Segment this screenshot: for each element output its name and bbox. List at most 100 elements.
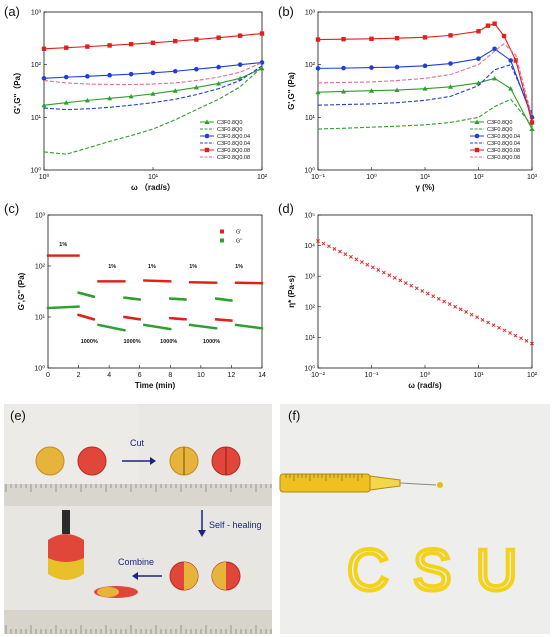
data-point-a-4 bbox=[237, 33, 243, 38]
data-point-c-0-0 bbox=[53, 254, 56, 257]
data-point-a-0 bbox=[259, 65, 265, 71]
data-point-c-1-6 bbox=[209, 326, 212, 329]
disc-red bbox=[77, 446, 107, 476]
data-point-c-0-2 bbox=[119, 280, 122, 283]
data-point-b-2 bbox=[341, 65, 346, 71]
data-point-c-0-6 bbox=[194, 281, 197, 284]
data-point-c-1-4 bbox=[163, 326, 166, 330]
data-point-a-0 bbox=[128, 93, 134, 99]
data-point-c-1-8 bbox=[258, 326, 262, 330]
data-point-d-16 bbox=[403, 281, 408, 285]
data-point-c-1-4 bbox=[161, 326, 165, 330]
data-point-a-0 bbox=[150, 91, 156, 96]
data-point-c-1-6 bbox=[211, 326, 214, 330]
photo-f: CSU (f) bbox=[279, 404, 550, 634]
data-point-a-2 bbox=[63, 74, 69, 80]
x-axis-label-c: Time (min) bbox=[135, 381, 176, 390]
data-point-c-1-0 bbox=[77, 305, 80, 308]
data-point-d-38 bbox=[524, 338, 529, 343]
data-point-d-1 bbox=[321, 241, 326, 246]
y-axis-label-a: G',G''（Pa） bbox=[12, 68, 22, 114]
flat-gel-yellow bbox=[97, 587, 119, 597]
data-point-c-0-6 bbox=[207, 281, 210, 284]
data-point-c-0-6 bbox=[213, 281, 216, 284]
data-point-c-1-5 bbox=[184, 298, 187, 301]
photo-e-quadrant-tl bbox=[4, 404, 138, 484]
data-point-d-19 bbox=[420, 289, 425, 293]
y-tick-label-d: 10⁵ bbox=[304, 213, 315, 220]
data-point-c-1-0 bbox=[53, 306, 56, 309]
x-axis-label-d: ω (rad/s) bbox=[408, 381, 442, 390]
data-point-a-4 bbox=[107, 43, 112, 48]
strain-label-3: 1000% bbox=[124, 339, 141, 345]
y-tick-label-b: 10³ bbox=[305, 10, 316, 17]
data-point-c-0-8 bbox=[257, 281, 260, 285]
data-point-b-0 bbox=[448, 84, 454, 89]
data-point-d-4 bbox=[338, 249, 342, 254]
y-axis-label-c: G',G'' (Pa) bbox=[17, 272, 26, 310]
ruler-ticks bbox=[5, 484, 272, 634]
series-line-b-0 bbox=[317, 77, 533, 130]
photo-f-background bbox=[280, 404, 550, 634]
legend-entry-b-5: C3F0.8Q0.08 bbox=[487, 155, 520, 161]
self-healing-arrow-head bbox=[198, 530, 206, 537]
data-point-c-0-4 bbox=[154, 279, 157, 283]
data-point-c-0-8 bbox=[255, 281, 258, 285]
data-point-d-28 bbox=[469, 312, 474, 317]
data-point-b-4 bbox=[422, 35, 428, 40]
data-point-c-0-7 bbox=[230, 319, 233, 322]
data-point-c-1-2 bbox=[100, 324, 104, 327]
data-point-d-23 bbox=[442, 299, 447, 304]
data-point-c-0-2 bbox=[102, 280, 106, 283]
legend-entry-b-1: C3F0.8Q0 bbox=[487, 127, 512, 133]
data-point-c-0-8 bbox=[260, 281, 264, 285]
y-tick-label-a: 10³ bbox=[31, 10, 42, 17]
x-tick-label-d: 10⁰ bbox=[420, 371, 431, 379]
data-point-c-1-2 bbox=[112, 326, 115, 330]
ruler-top bbox=[4, 484, 272, 506]
x-tick-label-c: 10 bbox=[197, 372, 205, 379]
chart-c: 0 2 4 6 8 10 12 14 10⁰ 10¹ 10² 10³ Time (min) G',G'' … bbox=[17, 213, 266, 391]
x-tick-label-d: 10¹ bbox=[473, 372, 484, 379]
data-point-b-4 bbox=[485, 23, 491, 28]
data-point-b-0 bbox=[529, 126, 535, 132]
data-point-d-13 bbox=[387, 273, 392, 278]
disc-healed-1-half bbox=[184, 562, 198, 590]
data-point-c-0-2 bbox=[113, 280, 117, 283]
data-point-b-0 bbox=[492, 75, 498, 81]
y-tick-label-d: 10⁰ bbox=[304, 365, 315, 373]
data-point-d-24 bbox=[447, 302, 452, 307]
data-point-c-1-8 bbox=[251, 325, 254, 329]
series-line-a-2 bbox=[43, 61, 263, 79]
data-point-c-1-4 bbox=[152, 325, 155, 328]
data-point-d-29 bbox=[475, 315, 480, 320]
data-point-b-2 bbox=[492, 46, 497, 52]
x-tick-label-a: 10⁰ bbox=[39, 173, 50, 181]
data-point-c-1-0 bbox=[59, 306, 63, 309]
legend-marker-b-2 bbox=[474, 133, 480, 139]
data-point-d-32 bbox=[491, 323, 496, 328]
data-point-c-0-6 bbox=[203, 281, 207, 284]
x-tick-label-b: 10⁰ bbox=[366, 173, 377, 181]
x-tick-label-c: 8 bbox=[168, 372, 172, 379]
data-point-c-0-8 bbox=[234, 281, 238, 284]
panel-b-label: (b) bbox=[278, 4, 294, 19]
data-point-a-0 bbox=[172, 88, 178, 93]
data-point-c-0-8 bbox=[253, 281, 256, 285]
data-point-c-0-4 bbox=[161, 279, 165, 283]
data-point-d-27 bbox=[464, 310, 469, 314]
data-point-c-1-7 bbox=[230, 299, 233, 302]
disc-yellow bbox=[35, 446, 65, 476]
ruler-bottom bbox=[4, 610, 272, 634]
data-point-c-0-2 bbox=[100, 280, 104, 283]
strain-label-5: 1000% bbox=[160, 339, 177, 345]
y-tick-label-a: 10¹ bbox=[31, 115, 42, 122]
lifted-gel-yellow bbox=[48, 558, 84, 580]
data-point-c-0-6 bbox=[200, 281, 203, 284]
data-point-c-0-6 bbox=[188, 281, 192, 284]
x-tick-label-b: 10² bbox=[473, 174, 484, 181]
data-point-a-4 bbox=[194, 37, 199, 42]
data-point-c-1-2 bbox=[102, 324, 106, 328]
data-point-b-4 bbox=[341, 36, 346, 42]
